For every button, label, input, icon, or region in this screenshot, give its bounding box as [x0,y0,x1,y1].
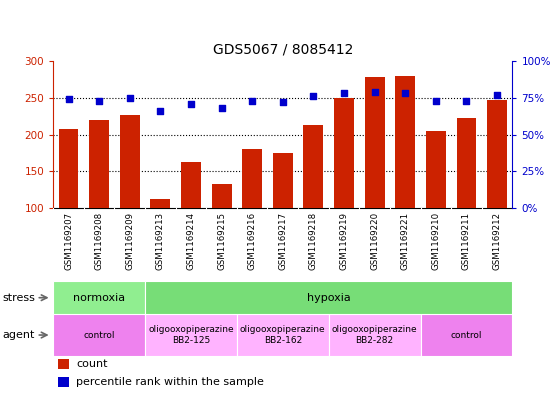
Text: GSM1169212: GSM1169212 [493,212,502,270]
Bar [145,281,512,314]
Text: count: count [76,359,108,369]
Bar [365,77,385,208]
Text: GSM1169219: GSM1169219 [339,212,348,270]
Bar [120,115,139,208]
Bar [59,129,78,208]
Bar [329,314,421,356]
Text: GSM1169216: GSM1169216 [248,212,256,270]
Text: GSM1169218: GSM1169218 [309,212,318,270]
Point [278,99,287,105]
Point [125,95,134,101]
Text: GSM1169214: GSM1169214 [186,212,195,270]
Point [217,105,226,111]
Bar [53,281,145,314]
Text: GSM1169210: GSM1169210 [431,212,440,270]
Bar [89,120,109,208]
Text: agent: agent [3,330,35,340]
Text: stress: stress [3,293,36,303]
Text: control: control [83,331,115,340]
Text: hypoxia: hypoxia [307,293,351,303]
Bar [395,75,415,208]
Bar [145,314,237,356]
Point [309,93,318,99]
Text: control: control [451,331,482,340]
Text: GSM1169220: GSM1169220 [370,212,379,270]
Text: GDS5067 / 8085412: GDS5067 / 8085412 [213,43,353,57]
Bar [237,314,329,356]
Bar [304,125,323,208]
Point [339,90,348,97]
Point [248,97,256,104]
Point [95,97,104,104]
Bar [334,98,354,208]
Bar [456,118,477,208]
Bar [242,149,262,208]
Text: GSM1169209: GSM1169209 [125,212,134,270]
Bar [212,184,231,208]
Text: GSM1169215: GSM1169215 [217,212,226,270]
Bar [181,162,201,208]
Bar [58,377,69,387]
Point [401,90,410,97]
Text: oligooxopiperazine
BB2-282: oligooxopiperazine BB2-282 [332,325,417,345]
Point [370,89,379,95]
Point [156,108,165,114]
Text: normoxia: normoxia [73,293,125,303]
Point [64,96,73,102]
Point [462,97,471,104]
Bar [426,131,446,208]
Point [431,97,440,104]
Text: GSM1169208: GSM1169208 [95,212,104,270]
Text: percentile rank within the sample: percentile rank within the sample [76,377,264,387]
Bar [487,100,507,208]
Point [493,92,502,98]
Text: oligooxopiperazine
BB2-125: oligooxopiperazine BB2-125 [148,325,234,345]
Text: GSM1169211: GSM1169211 [462,212,471,270]
Bar [151,199,170,208]
Bar [273,153,293,208]
Text: oligooxopiperazine
BB2-162: oligooxopiperazine BB2-162 [240,325,325,345]
Bar [421,314,512,356]
Text: GSM1169217: GSM1169217 [278,212,287,270]
Point [186,101,195,107]
Text: GSM1169207: GSM1169207 [64,212,73,270]
Text: GSM1169221: GSM1169221 [401,212,410,270]
Bar [58,359,69,369]
Bar [53,314,145,356]
Text: GSM1169213: GSM1169213 [156,212,165,270]
